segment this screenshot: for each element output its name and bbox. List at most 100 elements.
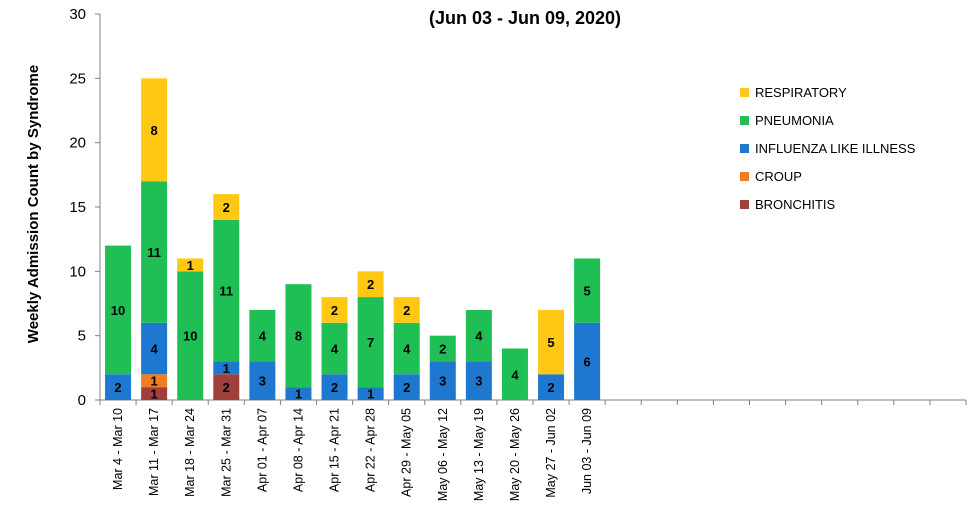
data-label: 1 xyxy=(223,361,230,376)
data-label: 2 xyxy=(114,380,121,395)
data-label: 3 xyxy=(475,374,482,389)
data-label: 1 xyxy=(151,387,158,402)
legend-swatch xyxy=(740,116,749,125)
data-label: 3 xyxy=(439,374,446,389)
bar-segment xyxy=(105,245,132,375)
bar-segment xyxy=(141,374,168,388)
data-label: 5 xyxy=(547,335,554,350)
bar-segment xyxy=(213,219,240,362)
legend-swatch xyxy=(740,172,749,181)
x-tick-label: Apr 08 - Apr 14 xyxy=(291,408,305,492)
bar-segment xyxy=(321,297,348,323)
x-tick-label: Mar 25 - Mar 31 xyxy=(219,408,233,497)
data-label: 2 xyxy=(367,277,374,292)
legend-label: BRONCHITIS xyxy=(755,197,836,212)
bar-segment xyxy=(393,322,420,375)
bar-segment xyxy=(141,78,168,182)
bar-segment xyxy=(177,258,204,272)
data-label: 1 xyxy=(187,258,194,273)
data-label: 2 xyxy=(331,380,338,395)
data-label: 4 xyxy=(403,342,411,357)
bar-segment xyxy=(105,374,132,400)
data-label: 11 xyxy=(147,245,161,260)
bar-segment xyxy=(321,374,348,400)
bar-segment xyxy=(213,361,240,375)
x-tick-label: Apr 22 - Apr 28 xyxy=(364,408,378,492)
bar-segment xyxy=(429,361,456,400)
bar-segment xyxy=(285,387,312,400)
bar-segment xyxy=(393,374,420,400)
bar-segment xyxy=(177,271,204,400)
bar-segment xyxy=(465,309,492,362)
data-label: 4 xyxy=(259,329,267,344)
data-label: 8 xyxy=(295,329,302,344)
chart-subtitle: (Jun 03 - Jun 09, 2020) xyxy=(429,8,621,28)
bar-segment xyxy=(285,284,312,388)
bar-segment xyxy=(141,322,168,375)
y-tick-label: 30 xyxy=(69,6,86,23)
x-tick-label: Apr 01 - Apr 07 xyxy=(255,408,269,492)
data-label: 2 xyxy=(331,303,338,318)
y-axis-label: Weekly Admission Count by Syndrome xyxy=(25,65,42,343)
bar-segment xyxy=(465,361,492,400)
bar-segment xyxy=(213,194,240,220)
x-tick-label: Apr 15 - Apr 21 xyxy=(328,408,342,492)
bar-segment xyxy=(213,374,240,400)
data-label: 11 xyxy=(219,284,233,299)
bar-segment xyxy=(357,297,384,388)
legend-swatch xyxy=(740,88,749,97)
bar-segment xyxy=(574,322,601,400)
data-label: 1 xyxy=(295,387,302,402)
data-label: 4 xyxy=(475,329,483,344)
data-label: 2 xyxy=(403,380,410,395)
bar-segment xyxy=(249,361,276,400)
y-tick-label: 15 xyxy=(69,199,86,216)
legend-label: INFLUENZA LIKE ILLNESS xyxy=(755,141,916,156)
legend-label: RESPIRATORY xyxy=(755,85,847,100)
y-tick-label: 0 xyxy=(78,392,86,409)
x-tick-label: May 20 - May 26 xyxy=(508,408,522,501)
x-tick-label: Mar 11 - Mar 17 xyxy=(147,408,161,496)
y-tick-label: 20 xyxy=(69,135,86,152)
data-label: 7 xyxy=(367,335,374,350)
data-label: 10 xyxy=(111,303,125,318)
data-label: 4 xyxy=(511,367,519,382)
bar-segment xyxy=(501,348,528,400)
data-label: 4 xyxy=(151,342,159,357)
legend-swatch xyxy=(740,144,749,153)
x-tick-label: Jun 03 - Jun 09 xyxy=(580,408,594,494)
data-label: 3 xyxy=(259,374,266,389)
data-label: 8 xyxy=(151,123,158,138)
bar-segment xyxy=(429,335,456,362)
bar-segment xyxy=(538,309,565,375)
data-label: 5 xyxy=(584,284,591,299)
bar-segment xyxy=(321,322,348,375)
bar-segment xyxy=(393,297,420,323)
x-tick-label: Mar 4 - Mar 10 xyxy=(111,408,125,490)
x-tick-label: May 06 - May 12 xyxy=(436,408,450,501)
data-label: 10 xyxy=(183,329,197,344)
data-label: 1 xyxy=(151,374,158,389)
legend-swatch xyxy=(740,200,749,209)
data-label: 6 xyxy=(584,354,591,369)
x-tick-label: May 27 - Jun 02 xyxy=(544,408,558,498)
data-label: 2 xyxy=(223,200,230,215)
data-label: 4 xyxy=(331,342,339,357)
y-tick-label: 25 xyxy=(69,70,86,87)
bar-segment xyxy=(249,309,276,362)
bar-segment xyxy=(574,258,601,323)
data-label: 1 xyxy=(367,387,374,402)
data-label: 2 xyxy=(439,342,446,357)
legend-label: PNEUMONIA xyxy=(755,113,834,128)
y-tick-label: 10 xyxy=(69,263,86,280)
legend-label: CROUP xyxy=(755,169,802,184)
x-tick-label: Apr 29 - May 05 xyxy=(400,408,414,497)
bar-segment xyxy=(141,181,168,323)
x-tick-label: May 13 - May 19 xyxy=(472,408,486,501)
y-tick-label: 5 xyxy=(78,328,86,345)
x-tick-label: Mar 18 - Mar 24 xyxy=(183,408,197,497)
bar-segment xyxy=(141,387,168,400)
bar-segment xyxy=(357,271,384,298)
data-label: 2 xyxy=(547,380,554,395)
